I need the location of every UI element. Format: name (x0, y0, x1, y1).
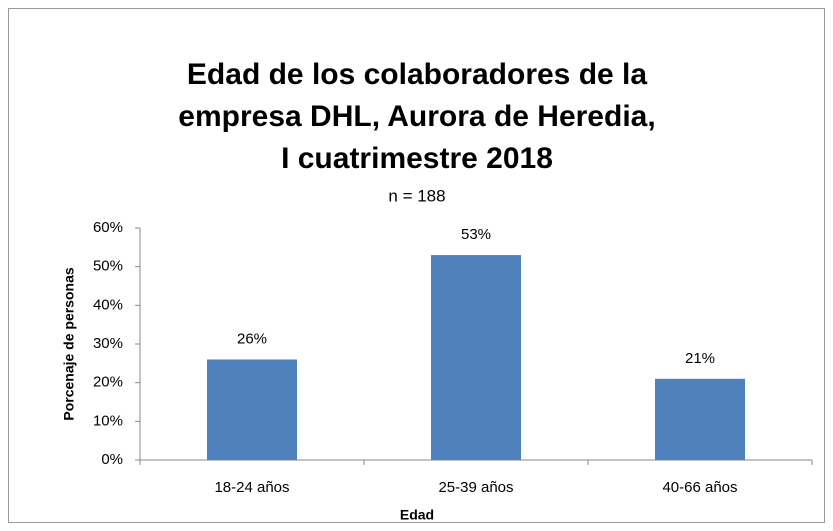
data-label: 53% (461, 226, 491, 243)
y-tick-label: 60% (93, 219, 123, 236)
y-axis-label: Porcenaje de personas (61, 267, 77, 421)
chart-title: I cuatrimestre 2018 (281, 142, 553, 175)
chart-subtitle: n = 188 (388, 186, 445, 205)
data-label: 21% (685, 350, 715, 367)
y-tick-label: 10% (93, 412, 123, 429)
x-tick-label: 25-39 años (438, 479, 513, 496)
y-tick-label: 40% (93, 296, 123, 313)
x-tick-label: 40-66 años (662, 479, 737, 496)
y-tick-label: 20% (93, 374, 123, 391)
x-axis-label: Edad (400, 507, 434, 523)
chart-title: empresa DHL, Aurora de Heredia, (178, 100, 655, 133)
y-tick-label: 0% (101, 451, 123, 468)
y-tick-label: 50% (93, 258, 123, 275)
chart-title: Edad de los colaboradores de la (187, 58, 647, 91)
y-tick-label: 30% (93, 335, 123, 352)
x-tick-label: 18-24 años (214, 479, 289, 496)
bar (431, 255, 521, 460)
data-label: 26% (237, 330, 267, 347)
bar (655, 378, 745, 460)
bar (207, 359, 297, 460)
